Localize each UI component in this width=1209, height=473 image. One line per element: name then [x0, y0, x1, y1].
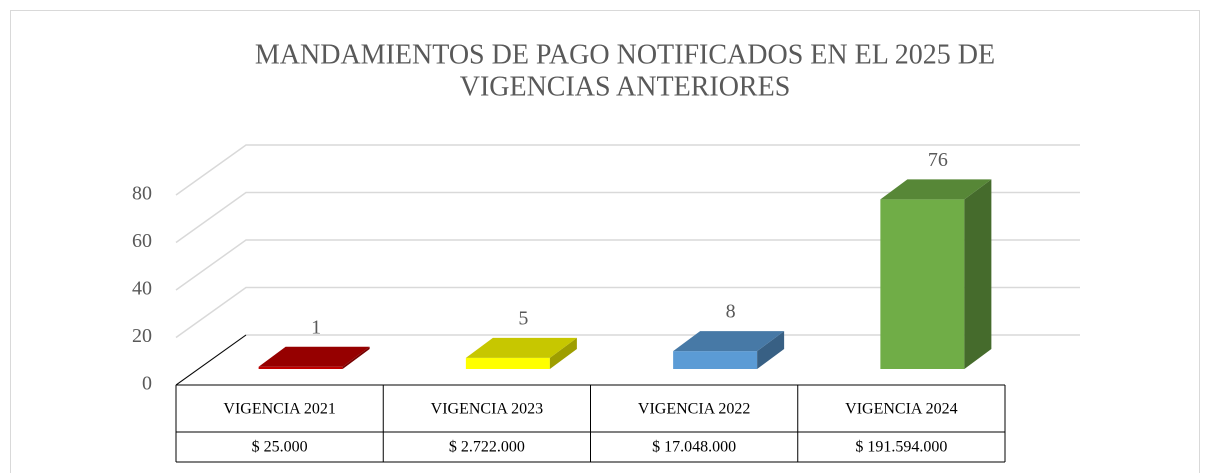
data-label: 8	[726, 301, 736, 323]
bar-side	[757, 331, 785, 369]
bar	[880, 179, 992, 369]
bar-top	[465, 337, 577, 358]
table-cell: $ 2.722.000	[449, 439, 525, 456]
bar-top	[258, 346, 370, 367]
bar-side	[964, 179, 992, 369]
data-label: 1	[311, 316, 321, 338]
bar-top	[673, 331, 785, 352]
bar-front	[880, 199, 965, 369]
bar-side	[549, 337, 577, 369]
chart-title: VIGENCIAS ANTERIORES	[460, 71, 791, 102]
x-tick-label: VIGENCIA 2024	[845, 401, 957, 418]
grid-line	[175, 191, 1080, 244]
y-tick-label: 80	[132, 183, 152, 205]
chart-title: MANDAMIENTOS DE PAGO NOTIFICADOS EN EL 2…	[255, 39, 995, 70]
bar-front	[673, 351, 758, 369]
grid-line	[175, 144, 1080, 196]
x-tick-label: VIGENCIA 2023	[431, 401, 543, 418]
table-cell: $ 17.048.000	[652, 439, 736, 456]
axis-line	[175, 334, 247, 386]
bar	[673, 331, 785, 369]
grid-line	[175, 239, 1080, 291]
y-tick-label: 0	[142, 373, 152, 395]
bar-front	[258, 366, 343, 369]
table-cell: $ 25.000	[252, 439, 308, 456]
bar-front	[465, 357, 550, 369]
table-cell: $ 191.594.000	[855, 439, 947, 456]
data-label: 5	[518, 307, 528, 329]
chart-frame	[10, 10, 1200, 473]
x-tick-label: VIGENCIA 2021	[223, 401, 335, 418]
y-tick-label: 60	[132, 230, 152, 252]
grid-line	[175, 286, 1080, 339]
data-label: 76	[928, 149, 948, 171]
bar	[258, 346, 370, 369]
y-tick-label: 40	[132, 278, 152, 300]
x-tick-label: VIGENCIA 2022	[638, 401, 750, 418]
bar	[465, 337, 577, 369]
y-tick-label: 20	[132, 325, 152, 347]
bar-side	[342, 346, 370, 369]
bar-top	[880, 179, 992, 200]
